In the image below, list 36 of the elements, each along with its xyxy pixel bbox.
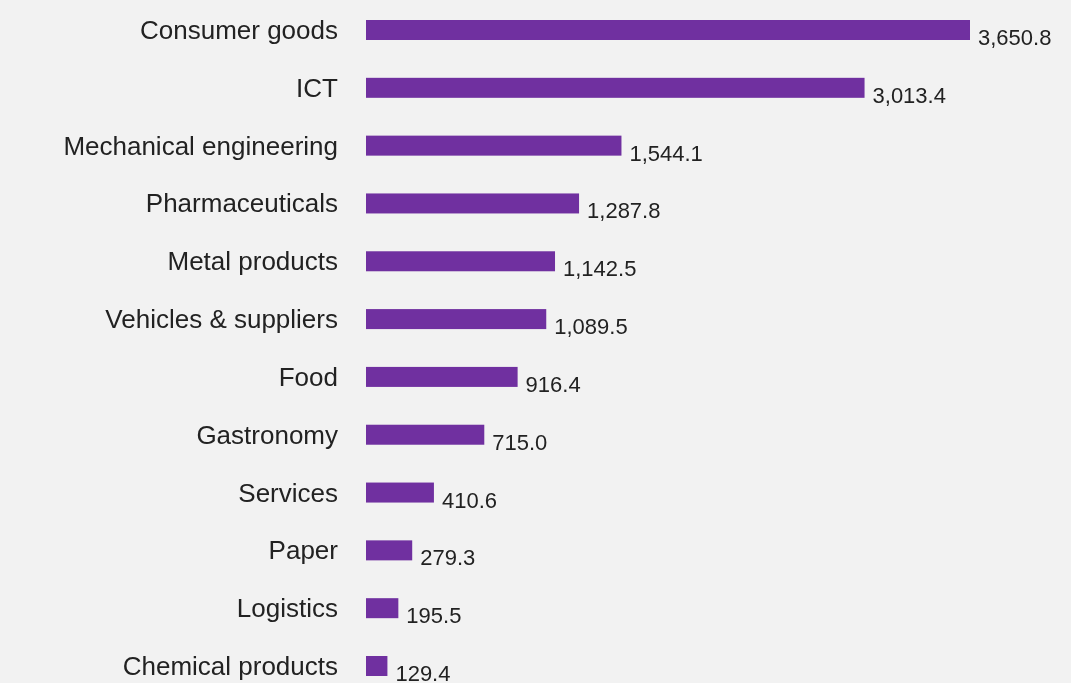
bar bbox=[366, 193, 580, 214]
y-tick-label: Paper bbox=[268, 535, 339, 566]
bar bbox=[366, 251, 556, 272]
data-label: 195.5 bbox=[406, 603, 462, 629]
y-tick-label: Services bbox=[238, 477, 338, 508]
bar bbox=[366, 482, 434, 503]
y-tick-label: Vehicles & suppliers bbox=[105, 304, 338, 335]
y-tick-label: Metal products bbox=[167, 246, 338, 277]
y-tick-label: Food bbox=[278, 361, 338, 392]
data-label: 279.3 bbox=[420, 545, 476, 571]
bar bbox=[366, 309, 547, 330]
bar bbox=[366, 366, 518, 387]
y-tick-label: Mechanical engineering bbox=[63, 130, 338, 161]
bar bbox=[366, 540, 413, 561]
bar bbox=[366, 656, 388, 676]
bar bbox=[366, 77, 865, 98]
bar bbox=[366, 20, 970, 40]
bar bbox=[366, 424, 485, 445]
data-label: 916.4 bbox=[525, 371, 581, 397]
y-tick-label: Chemical products bbox=[122, 651, 338, 681]
data-label: 1,544.1 bbox=[629, 140, 703, 166]
data-label: 3,013.4 bbox=[872, 82, 946, 108]
data-label: 1,287.8 bbox=[587, 198, 661, 224]
data-label: 3,650.8 bbox=[978, 25, 1052, 50]
data-label: 129.4 bbox=[395, 661, 451, 683]
y-tick-label: Consumer goods bbox=[140, 15, 338, 45]
data-label: 1,142.5 bbox=[563, 256, 637, 282]
y-tick-label: Logistics bbox=[236, 593, 338, 624]
data-label: 715.0 bbox=[492, 429, 548, 455]
data-label: 410.6 bbox=[441, 487, 497, 513]
y-tick-label: ICT bbox=[296, 72, 339, 103]
data-label: 1,089.5 bbox=[554, 314, 628, 340]
y-tick-label: Gastronomy bbox=[196, 419, 338, 450]
bar bbox=[366, 598, 399, 619]
y-tick-label: Pharmaceuticals bbox=[145, 188, 338, 219]
bar bbox=[366, 135, 622, 156]
